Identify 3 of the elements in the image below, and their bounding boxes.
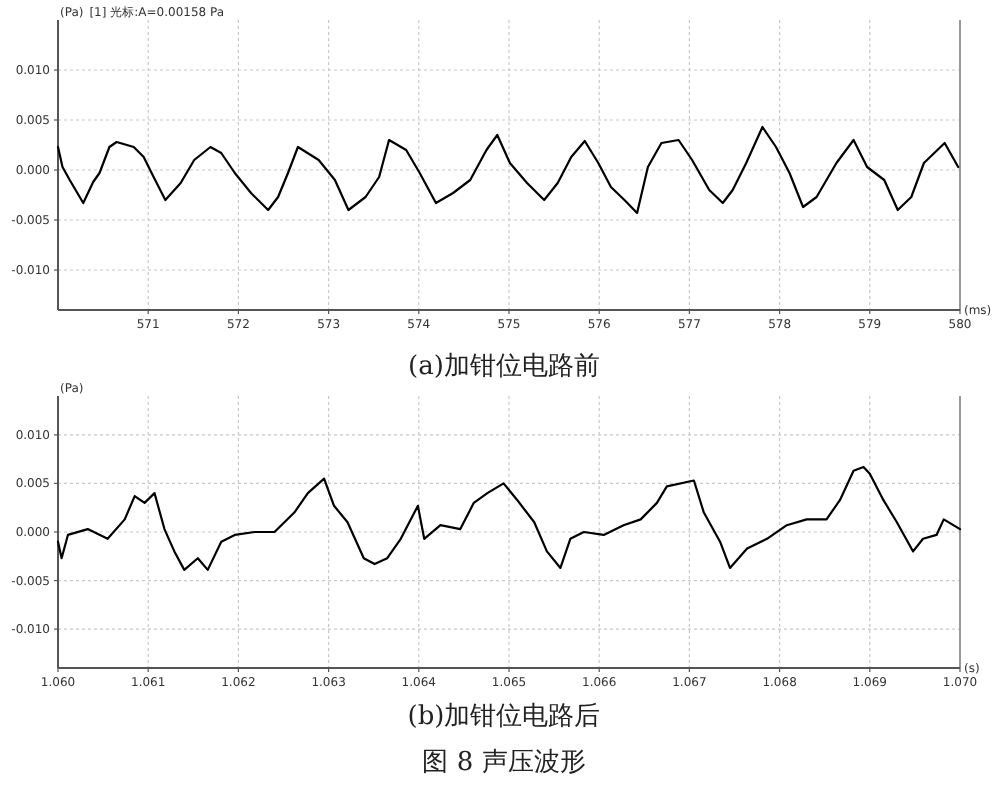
text: (b)加钳位电路后 <box>407 702 601 732</box>
text: (a)加钳位电路前 <box>408 352 600 382</box>
caption: 图 8 声压波形 <box>422 748 586 778</box>
